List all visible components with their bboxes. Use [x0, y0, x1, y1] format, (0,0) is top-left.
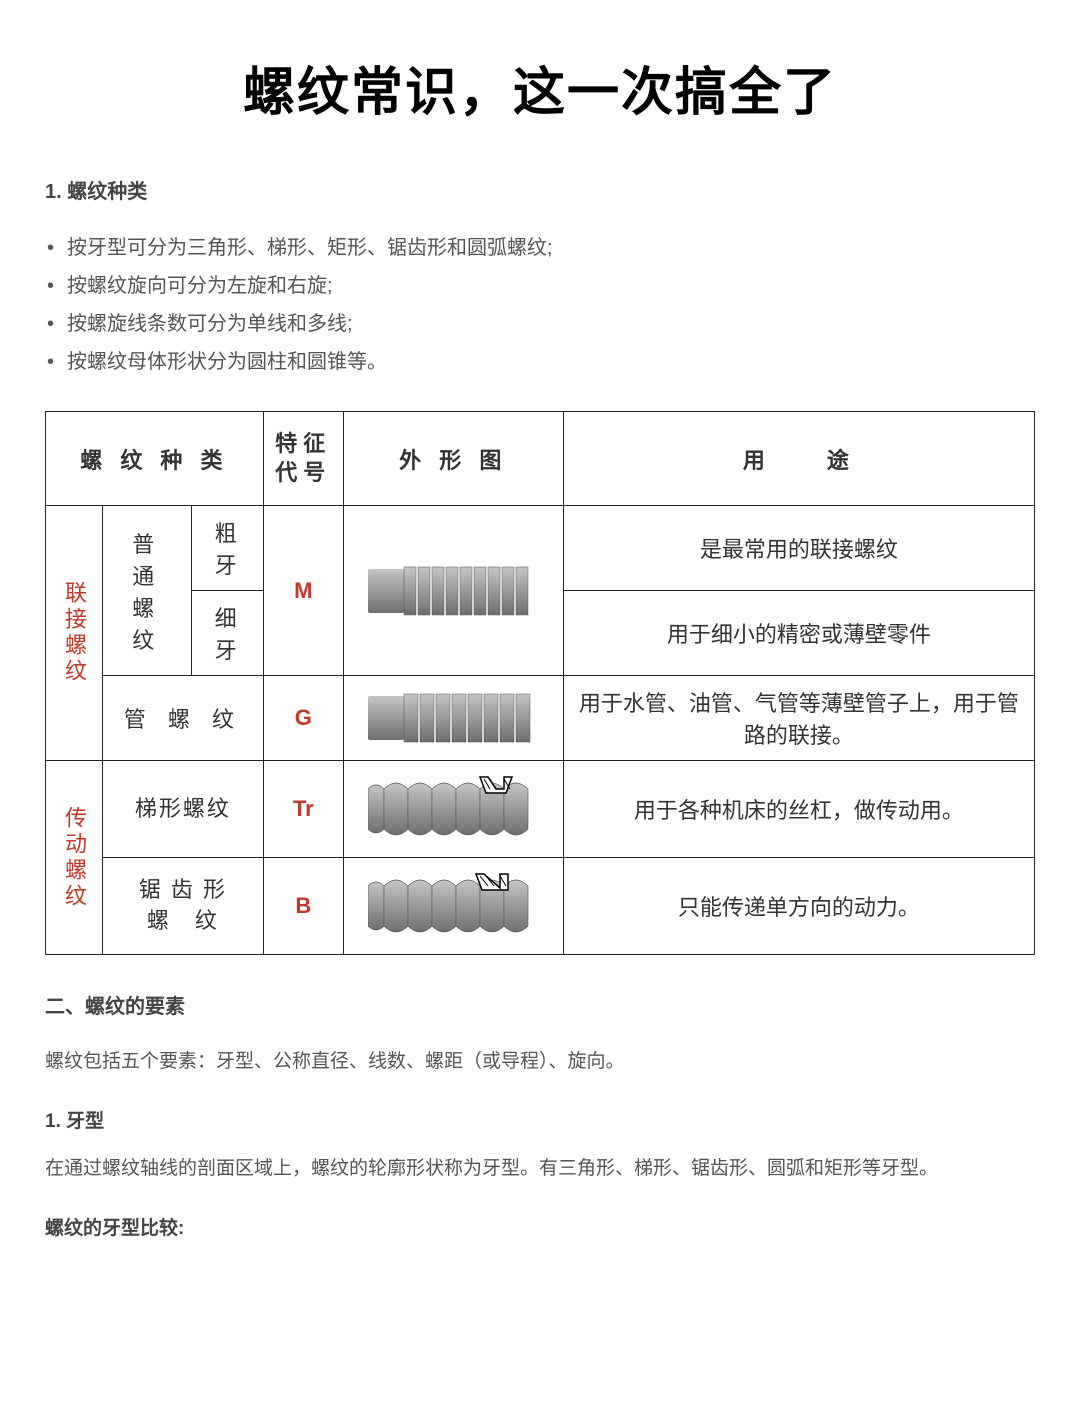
- text: 螺 纹: [147, 908, 219, 933]
- thread-b-icon: [368, 868, 538, 944]
- bullet-item: 按螺旋线条数可分为单线和多线;: [45, 305, 1035, 343]
- sub1-text: 在通过螺纹轴线的剖面区域上，螺纹的轮廓形状称为牙型。有三角形、梯形、锯齿形、圆弧…: [45, 1151, 1035, 1187]
- table-row: 联接螺纹 普 通 螺 纹 粗牙 M: [46, 506, 1035, 591]
- th-usage: 用 途: [563, 412, 1034, 506]
- section2-intro: 螺纹包括五个要素：牙型、公称直径、线数、螺距（或导程）、旋向。: [45, 1044, 1035, 1080]
- page-title: 螺纹常识，这一次搞全了: [45, 50, 1035, 125]
- text: 锯 齿 形: [139, 877, 227, 902]
- usage-g: 用于水管、油管、气管等薄壁管子上，用于管路的联接。: [563, 676, 1034, 761]
- thread-type-table: 螺 纹 种 类 特征代号 外 形 图 用 途 联接螺纹 普 通 螺 纹 粗牙 M: [45, 411, 1035, 955]
- shape-tr: [343, 761, 563, 858]
- row-name-pipe: 管 螺 纹: [103, 676, 264, 761]
- th-type: 螺 纹 种 类: [46, 412, 264, 506]
- th-shape: 外 形 图: [343, 412, 563, 506]
- usage-tr: 用于各种机床的丝杠，做传动用。: [563, 761, 1034, 858]
- section1-bullets: 按牙型可分为三角形、梯形、矩形、锯齿形和圆弧螺纹; 按螺纹旋向可分为左旋和右旋;…: [45, 229, 1035, 381]
- thread-tr-icon: [368, 771, 538, 847]
- code-tr: Tr: [263, 761, 343, 858]
- text: 普 通: [132, 532, 162, 589]
- row-sub-fine: 细牙: [192, 591, 263, 676]
- usage-b: 只能传递单方向的动力。: [563, 858, 1034, 955]
- table-row: 锯 齿 形螺 纹 B 只能传递单方向的动力。: [46, 858, 1035, 955]
- bullet-item: 按螺纹旋向可分为左旋和右旋;: [45, 267, 1035, 305]
- section1-heading: 1. 螺纹种类: [45, 175, 1035, 204]
- row-name-sawtooth: 锯 齿 形螺 纹: [103, 858, 264, 955]
- group-label-connect: 联接螺纹: [46, 506, 103, 761]
- table-header-row: 螺 纹 种 类 特征代号 外 形 图 用 途: [46, 412, 1035, 506]
- thread-g-icon: [368, 690, 538, 746]
- bullet-item: 按牙型可分为三角形、梯形、矩形、锯齿形和圆弧螺纹;: [45, 229, 1035, 267]
- row-name-trapezoid: 梯形螺纹: [103, 761, 264, 858]
- usage-m-coarse: 是最常用的联接螺纹: [563, 506, 1034, 591]
- shape-m: [343, 506, 563, 676]
- sub1-heading: 1. 牙型: [45, 1106, 1035, 1133]
- table-row: 传动螺纹 梯形螺纹 Tr 用于各种机床的丝杠，做传动用。: [46, 761, 1035, 858]
- compare-heading: 螺纹的牙型比较:: [45, 1213, 1035, 1240]
- code-m: M: [263, 506, 343, 676]
- bullet-item: 按螺纹母体形状分为圆柱和圆锥等。: [45, 343, 1035, 381]
- usage-m-fine: 用于细小的精密或薄壁零件: [563, 591, 1034, 676]
- code-g: G: [263, 676, 343, 761]
- shape-g: [343, 676, 563, 761]
- th-code: 特征代号: [263, 412, 343, 506]
- row-name-common: 普 通 螺 纹: [103, 506, 192, 676]
- row-sub-coarse: 粗牙: [192, 506, 263, 591]
- group-label-drive: 传动螺纹: [46, 761, 103, 955]
- section2-heading: 二、螺纹的要素: [45, 990, 1035, 1019]
- text: 螺 纹: [132, 596, 162, 653]
- table-row: 管 螺 纹 G 用于水管、油管、气管等薄壁管子上，用于管路的联接。: [46, 676, 1035, 761]
- thread-m-icon: [368, 563, 538, 619]
- shape-b: [343, 858, 563, 955]
- code-b: B: [263, 858, 343, 955]
